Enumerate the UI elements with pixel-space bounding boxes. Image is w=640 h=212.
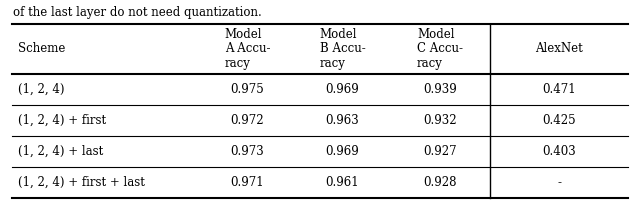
Text: -: - <box>557 176 561 189</box>
Text: 0.973: 0.973 <box>230 145 264 158</box>
Text: 0.927: 0.927 <box>423 145 457 158</box>
Text: 0.932: 0.932 <box>423 114 457 127</box>
Text: 0.963: 0.963 <box>326 114 360 127</box>
Text: Model
B Accu-
racy: Model B Accu- racy <box>319 28 365 71</box>
Text: (1, 2, 4) + first + last: (1, 2, 4) + first + last <box>18 176 145 189</box>
Text: 0.928: 0.928 <box>423 176 457 189</box>
Text: 0.969: 0.969 <box>326 145 360 158</box>
Text: (1, 2, 4) + first: (1, 2, 4) + first <box>18 114 106 127</box>
Text: 0.972: 0.972 <box>230 114 264 127</box>
Text: Scheme: Scheme <box>18 42 65 56</box>
Text: of the last layer do not need quantization.: of the last layer do not need quantizati… <box>13 6 262 19</box>
Text: 0.403: 0.403 <box>542 145 576 158</box>
Text: Model
C Accu-
racy: Model C Accu- racy <box>417 28 463 71</box>
Text: AlexNet: AlexNet <box>535 42 583 56</box>
Text: 0.471: 0.471 <box>542 83 576 96</box>
Text: 0.961: 0.961 <box>326 176 359 189</box>
Text: (1, 2, 4) + last: (1, 2, 4) + last <box>18 145 103 158</box>
Text: 0.425: 0.425 <box>542 114 576 127</box>
Text: Model
A Accu-
racy: Model A Accu- racy <box>225 28 270 71</box>
Text: 0.975: 0.975 <box>230 83 264 96</box>
Text: (1, 2, 4): (1, 2, 4) <box>18 83 65 96</box>
Text: 0.969: 0.969 <box>326 83 360 96</box>
Text: 0.939: 0.939 <box>423 83 457 96</box>
Text: 0.971: 0.971 <box>230 176 264 189</box>
